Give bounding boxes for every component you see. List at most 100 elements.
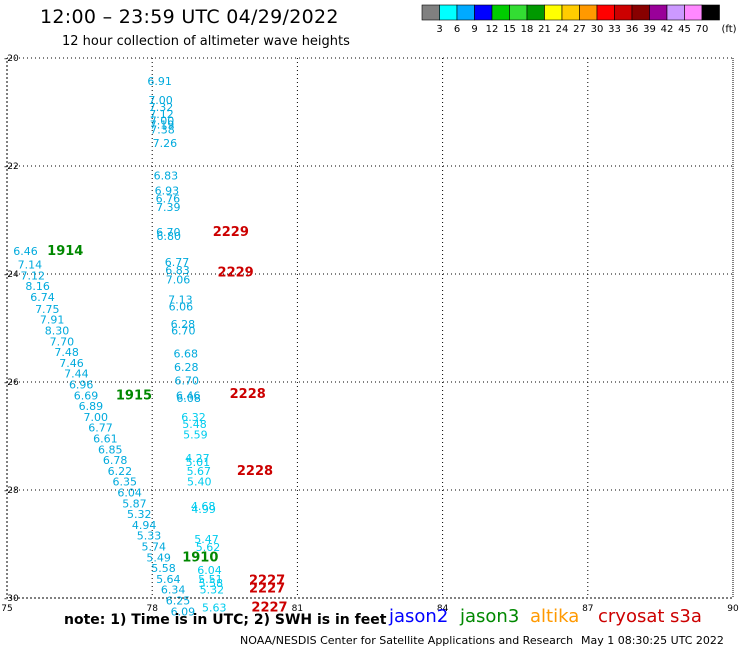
colorbar-label: 70 (696, 24, 709, 35)
pass-time-label: 2229 (213, 225, 249, 240)
pass-time-label: 2227 (249, 574, 285, 589)
colorbar-label: 36 (626, 24, 639, 35)
wave-height-value: 5.49 (146, 551, 171, 564)
wave-height-value: 7.44 (64, 368, 89, 381)
wave-height-value: 6.46 (176, 389, 201, 402)
wave-height-value: 5.63 (202, 602, 227, 615)
colorbar-label: 15 (503, 24, 516, 35)
wave-height-value: 5.47 (194, 533, 219, 546)
x-tick-label: 90 (727, 604, 739, 614)
colorbar-label: 39 (643, 24, 656, 35)
pass-time-label: 2228 (237, 464, 273, 479)
pass-time-label: 2228 (230, 387, 266, 402)
colorbar-label: 3 (436, 24, 442, 35)
wave-height-value: 5.58 (199, 577, 224, 590)
colorbar-label: 12 (486, 24, 499, 35)
pass-time-label: 2227 (249, 582, 285, 597)
wave-height-value: 6.80 (157, 230, 182, 243)
wave-height-value: 7.39 (156, 201, 181, 214)
wave-height-value: 6.89 (79, 400, 104, 413)
wave-height-value: 6.28 (171, 318, 196, 331)
wave-height-value: 6.76 (156, 193, 181, 206)
wave-height-value: 7.70 (50, 335, 74, 348)
wave-height-value: 6.32 (181, 411, 206, 424)
wave-height-value: 6.70 (156, 226, 181, 239)
page-title: 12:00 – 23:59 UTC 04/29/2022 (40, 6, 339, 28)
wave-height-value: 6.68 (173, 348, 198, 361)
wave-height-value: 6.83 (165, 264, 190, 277)
plot-frame (6, 57, 734, 599)
wave-height-value: 5.01 (186, 456, 211, 469)
wave-height-value: 8.30 (45, 324, 70, 337)
wave-height-value: 5.67 (187, 465, 212, 478)
wave-height-value: 6.04 (117, 486, 141, 499)
colorbar-swatch (701, 4, 720, 21)
wave-height-value: 6.83 (154, 170, 179, 183)
wave-height-value: 5.58 (151, 562, 176, 575)
wave-height-value: 6.70 (171, 324, 196, 337)
wave-height-value: 5.59 (183, 429, 208, 442)
colorbar-unit: (ft) (722, 24, 737, 35)
footer-note: note: 1) Time is in UTC; 2) SWH is in fe… (64, 612, 387, 628)
x-tick-label: 87 (582, 604, 593, 614)
pass-time-label: 2227 (251, 601, 287, 616)
wave-height-value: 7.19 (150, 119, 175, 132)
wave-height-value: 6.61 (93, 432, 118, 445)
legend-altika: altika (530, 606, 580, 627)
x-tick-label: 75 (1, 604, 12, 614)
colorbar-label: 42 (661, 24, 674, 35)
x-tick-label: 78 (146, 604, 158, 614)
wave-height-value: 6.46 (13, 245, 38, 258)
wave-height-value: 6.08 (176, 392, 201, 405)
y-tick-label: -20 (4, 54, 19, 64)
wave-height-value: 7.32 (149, 101, 174, 114)
wave-height-value: 7.00 (150, 114, 175, 127)
wave-height-value: 5.48 (182, 418, 207, 431)
wave-height-value: 7.12 (149, 108, 174, 121)
wave-height-value: 6.09 (171, 605, 196, 618)
wave-height-value: 5.87 (122, 497, 147, 510)
wave-height-value: 7.14 (18, 259, 43, 272)
colorbar-label: 27 (573, 24, 586, 35)
wave-height-value: 5.74 (142, 540, 167, 553)
wave-height-value: 7.13 (168, 294, 193, 307)
wave-height-value: 6.34 (161, 584, 186, 597)
wave-height-value: 4.27 (185, 452, 210, 465)
legend-s3a: s3a (670, 606, 702, 627)
colorbar: 3 6 9 12 15 18 21 24 27 30 33 36 39 42 45 70 (ft) (421, 4, 737, 35)
footer-generated: May 1 08:30:25 UTC 2022 (581, 634, 724, 647)
wave-height-value: 7.91 (40, 314, 65, 327)
colorbar-label: 45 (678, 24, 691, 35)
wave-height-value: 6.93 (155, 185, 180, 198)
wave-height-value: 7.12 (21, 269, 46, 282)
wave-height-value: 6.77 (165, 256, 190, 269)
wave-height-value: 6.04 (197, 564, 222, 577)
y-tick-label: -28 (4, 486, 19, 496)
wave-height-value: 5.32 (127, 508, 152, 521)
wave-height-value: 6.70 (174, 375, 199, 388)
pass-time-label: 2229 (218, 266, 254, 281)
wave-height-value: 6.78 (103, 454, 128, 467)
wave-height-value: 6.85 (98, 443, 123, 456)
x-tick-label: 84 (437, 604, 449, 614)
y-tick-label: -24 (4, 270, 19, 280)
y-tick-label: -26 (4, 378, 19, 388)
wave-height-value: 7.48 (54, 346, 79, 359)
legend-jason3: jason3 (460, 606, 520, 627)
wave-height-value: 6.96 (69, 378, 94, 391)
colorbar-label: 18 (521, 24, 534, 35)
wave-height-value: 4.94 (132, 519, 157, 532)
pass-time-label: 1910 (182, 550, 218, 565)
wave-height-value: 7.06 (166, 274, 191, 287)
footer-credit: NOAA/NESDIS Center for Satellite Applica… (240, 634, 574, 647)
wave-height-value: 5.51 (198, 573, 223, 586)
colorbar-label: 33 (608, 24, 621, 35)
wave-height-value: 6.06 (169, 301, 194, 314)
wave-height-value: 7.38 (150, 124, 175, 137)
wave-height-value: 6.77 (88, 422, 113, 435)
wave-height-value: 5.40 (187, 476, 212, 489)
wave-height-value: 5.33 (137, 530, 162, 543)
wave-height-value: 7.75 (35, 303, 60, 316)
wave-height-value: 5.64 (156, 573, 181, 586)
y-tick-label: -30 (4, 594, 19, 604)
